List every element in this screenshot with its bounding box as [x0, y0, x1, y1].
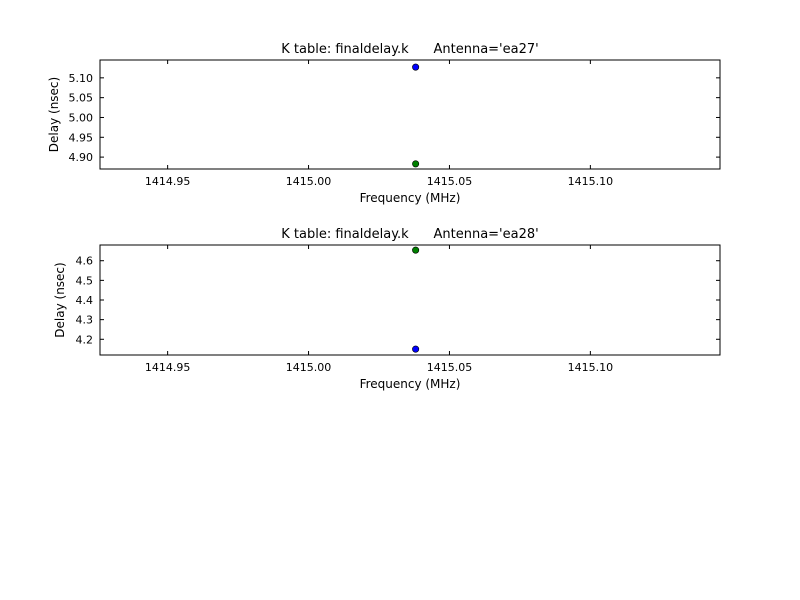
y-tick-label: 5.00	[69, 111, 94, 124]
y-tick-label: 4.3	[76, 314, 94, 327]
y-axis-label: Delay (nsec)	[47, 77, 61, 152]
x-tick-label: 1414.95	[145, 175, 191, 188]
x-tick-label: 1415.05	[427, 175, 473, 188]
data-point-series-1	[412, 246, 420, 254]
x-axis-label: Frequency (MHz)	[360, 191, 461, 205]
y-tick-label: 5.10	[69, 72, 94, 85]
y-axis-label: Delay (nsec)	[53, 262, 67, 337]
x-tick-label: 1415.05	[427, 361, 473, 374]
x-tick-label: 1415.10	[568, 361, 614, 374]
chart-title: K table: finaldelay.k Antenna='ea28'	[281, 227, 538, 242]
y-tick-label: 4.4	[76, 294, 94, 307]
x-axis-label: Frequency (MHz)	[360, 377, 461, 391]
y-tick-label: 4.2	[76, 333, 94, 346]
x-tick-label: 1414.95	[145, 361, 191, 374]
data-point-series-2	[412, 345, 420, 353]
x-tick-label: 1415.10	[568, 175, 614, 188]
data-point-series-1	[412, 63, 420, 71]
y-tick-label: 4.6	[76, 255, 94, 268]
chart-panel-1: K table: finaldelay.k Antenna='ea27' 1414…	[47, 42, 721, 205]
y-tick-label: 5.05	[69, 92, 94, 105]
chart-panel-2: K table: finaldelay.k Antenna='ea28' 1414…	[53, 227, 721, 391]
x-tick-label: 1415.00	[286, 175, 332, 188]
data-point-series-2	[412, 160, 420, 168]
chart-title: K table: finaldelay.k Antenna='ea27'	[281, 42, 538, 57]
x-tick-label: 1415.00	[286, 361, 332, 374]
plot-frame	[99, 244, 721, 356]
plot-frame	[99, 59, 721, 170]
y-tick-label: 4.5	[76, 274, 94, 287]
y-tick-label: 4.90	[69, 151, 94, 164]
y-tick-label: 4.95	[69, 131, 94, 144]
